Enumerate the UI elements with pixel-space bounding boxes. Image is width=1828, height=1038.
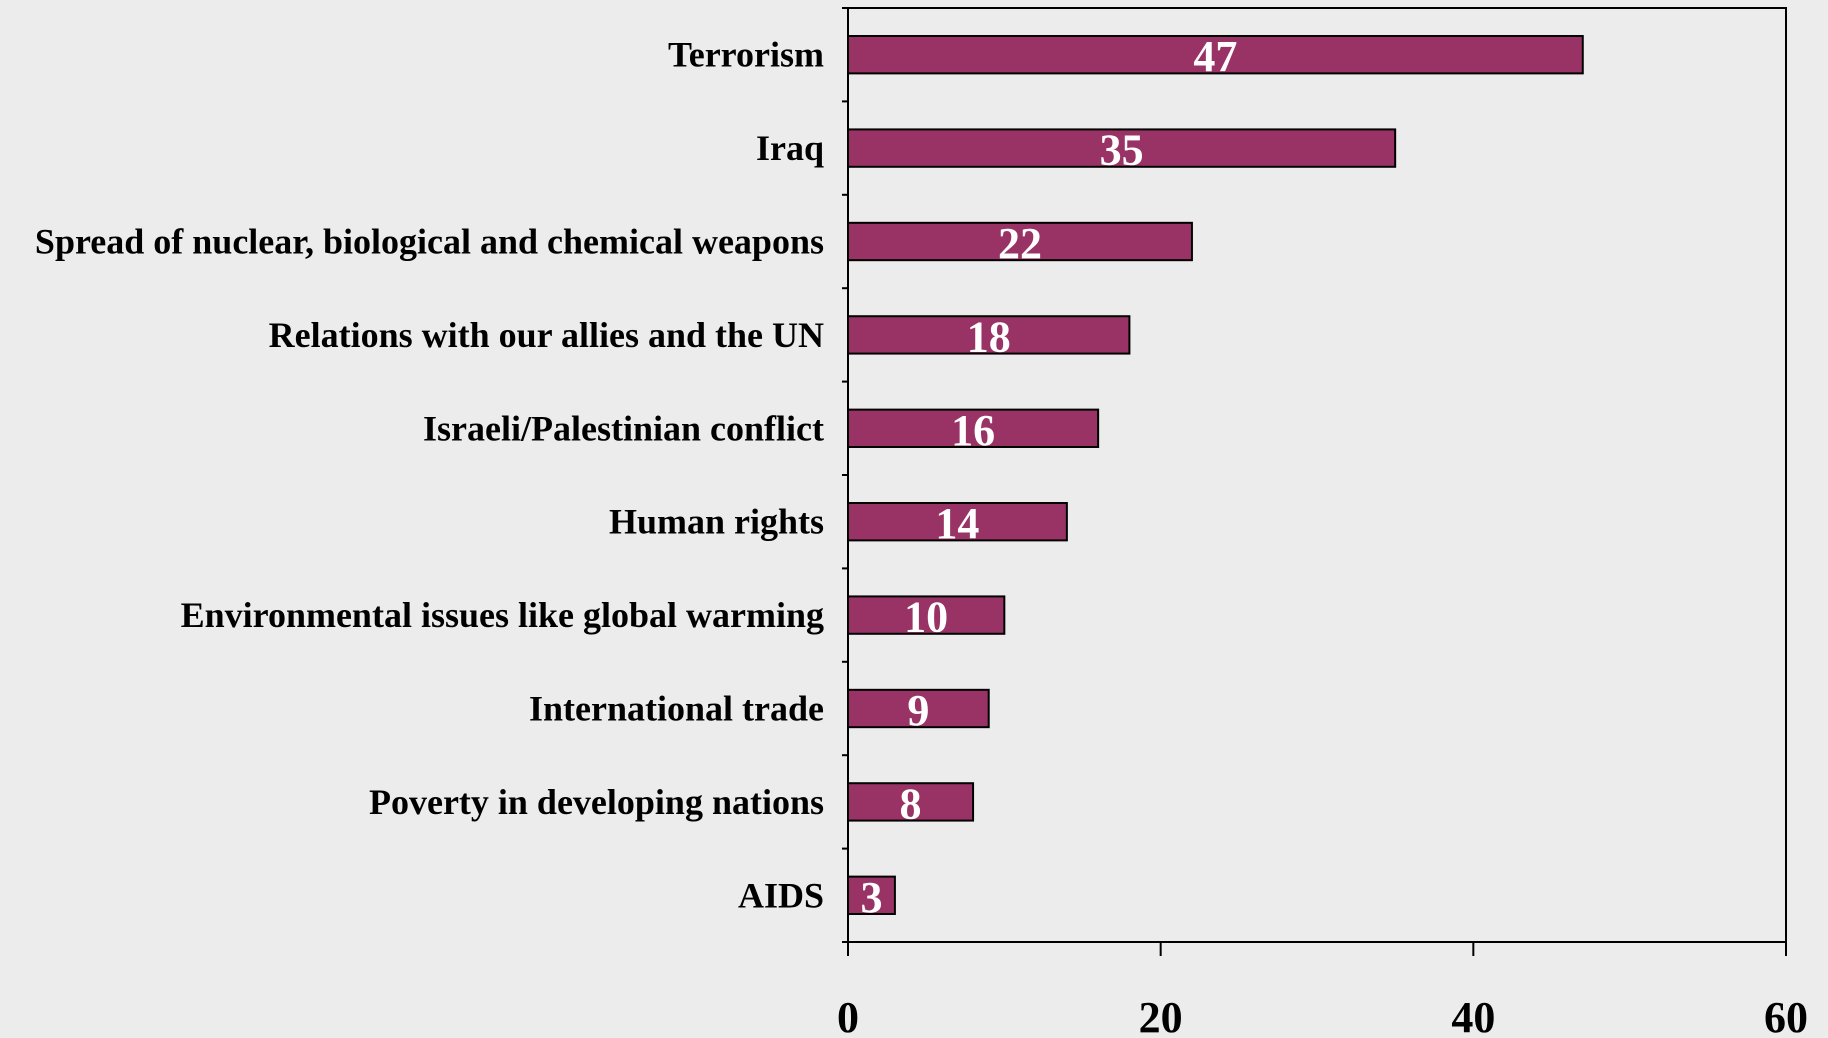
data-label: 3 [860, 873, 882, 922]
value-axis: 0 20 40 60 [837, 942, 1808, 1038]
data-label: 8 [900, 779, 922, 828]
value-tick-label: 0 [837, 993, 859, 1038]
category-axis: Terrorism Iraq Spread of nuclear, biologic… [35, 7, 848, 943]
category-label: Israeli/Palestinian conflict [423, 408, 824, 448]
category-label: Poverty in developing nations [369, 782, 824, 822]
data-label: 47 [1193, 32, 1237, 81]
category-label: Environmental issues like global warming [181, 595, 824, 635]
bar [847, 128, 1397, 168]
category-label: Spread of nuclear, biological and chemic… [35, 222, 824, 262]
value-tick-label: 40 [1451, 993, 1495, 1038]
bar [847, 408, 1100, 448]
data-label: 10 [904, 593, 948, 642]
category-label: International trade [529, 689, 824, 729]
bar [847, 35, 1584, 75]
data-label: 14 [935, 499, 979, 548]
bars-group: 47 35 22 18 16 14 10 9 83 [847, 32, 1584, 922]
category-label: Relations with our allies and the UN [269, 315, 824, 355]
bar [847, 315, 1131, 355]
data-label: 18 [967, 312, 1011, 361]
category-label: Terrorism [668, 35, 824, 75]
category-label: AIDS [738, 875, 824, 915]
category-label: Iraq [756, 128, 824, 168]
value-tick-label: 20 [1139, 993, 1183, 1038]
value-tick-label: 60 [1764, 993, 1808, 1038]
bar [847, 688, 990, 729]
bar [847, 875, 896, 915]
bar [847, 595, 1006, 635]
bar [847, 502, 1068, 542]
bar [847, 221, 1193, 262]
data-label: 9 [907, 686, 929, 735]
data-label: 16 [951, 406, 995, 455]
data-label: 35 [1100, 126, 1144, 175]
category-label: Human rights [609, 502, 824, 542]
bar [847, 782, 975, 822]
data-label: 22 [998, 219, 1042, 268]
